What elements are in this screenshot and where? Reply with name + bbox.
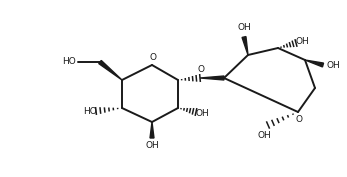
Polygon shape: [200, 76, 224, 80]
Text: HO: HO: [62, 58, 76, 67]
Polygon shape: [150, 122, 154, 138]
Text: OH: OH: [145, 141, 159, 150]
Text: OH: OH: [237, 24, 251, 33]
Text: O: O: [197, 65, 204, 75]
Text: OH: OH: [195, 109, 209, 118]
Polygon shape: [242, 37, 248, 55]
Text: O: O: [296, 116, 303, 124]
Polygon shape: [99, 61, 122, 80]
Text: OH: OH: [295, 36, 309, 45]
Polygon shape: [305, 60, 323, 67]
Text: HO: HO: [83, 107, 97, 116]
Text: OH: OH: [257, 130, 271, 139]
Text: OH: OH: [326, 61, 340, 70]
Text: O: O: [150, 53, 156, 62]
